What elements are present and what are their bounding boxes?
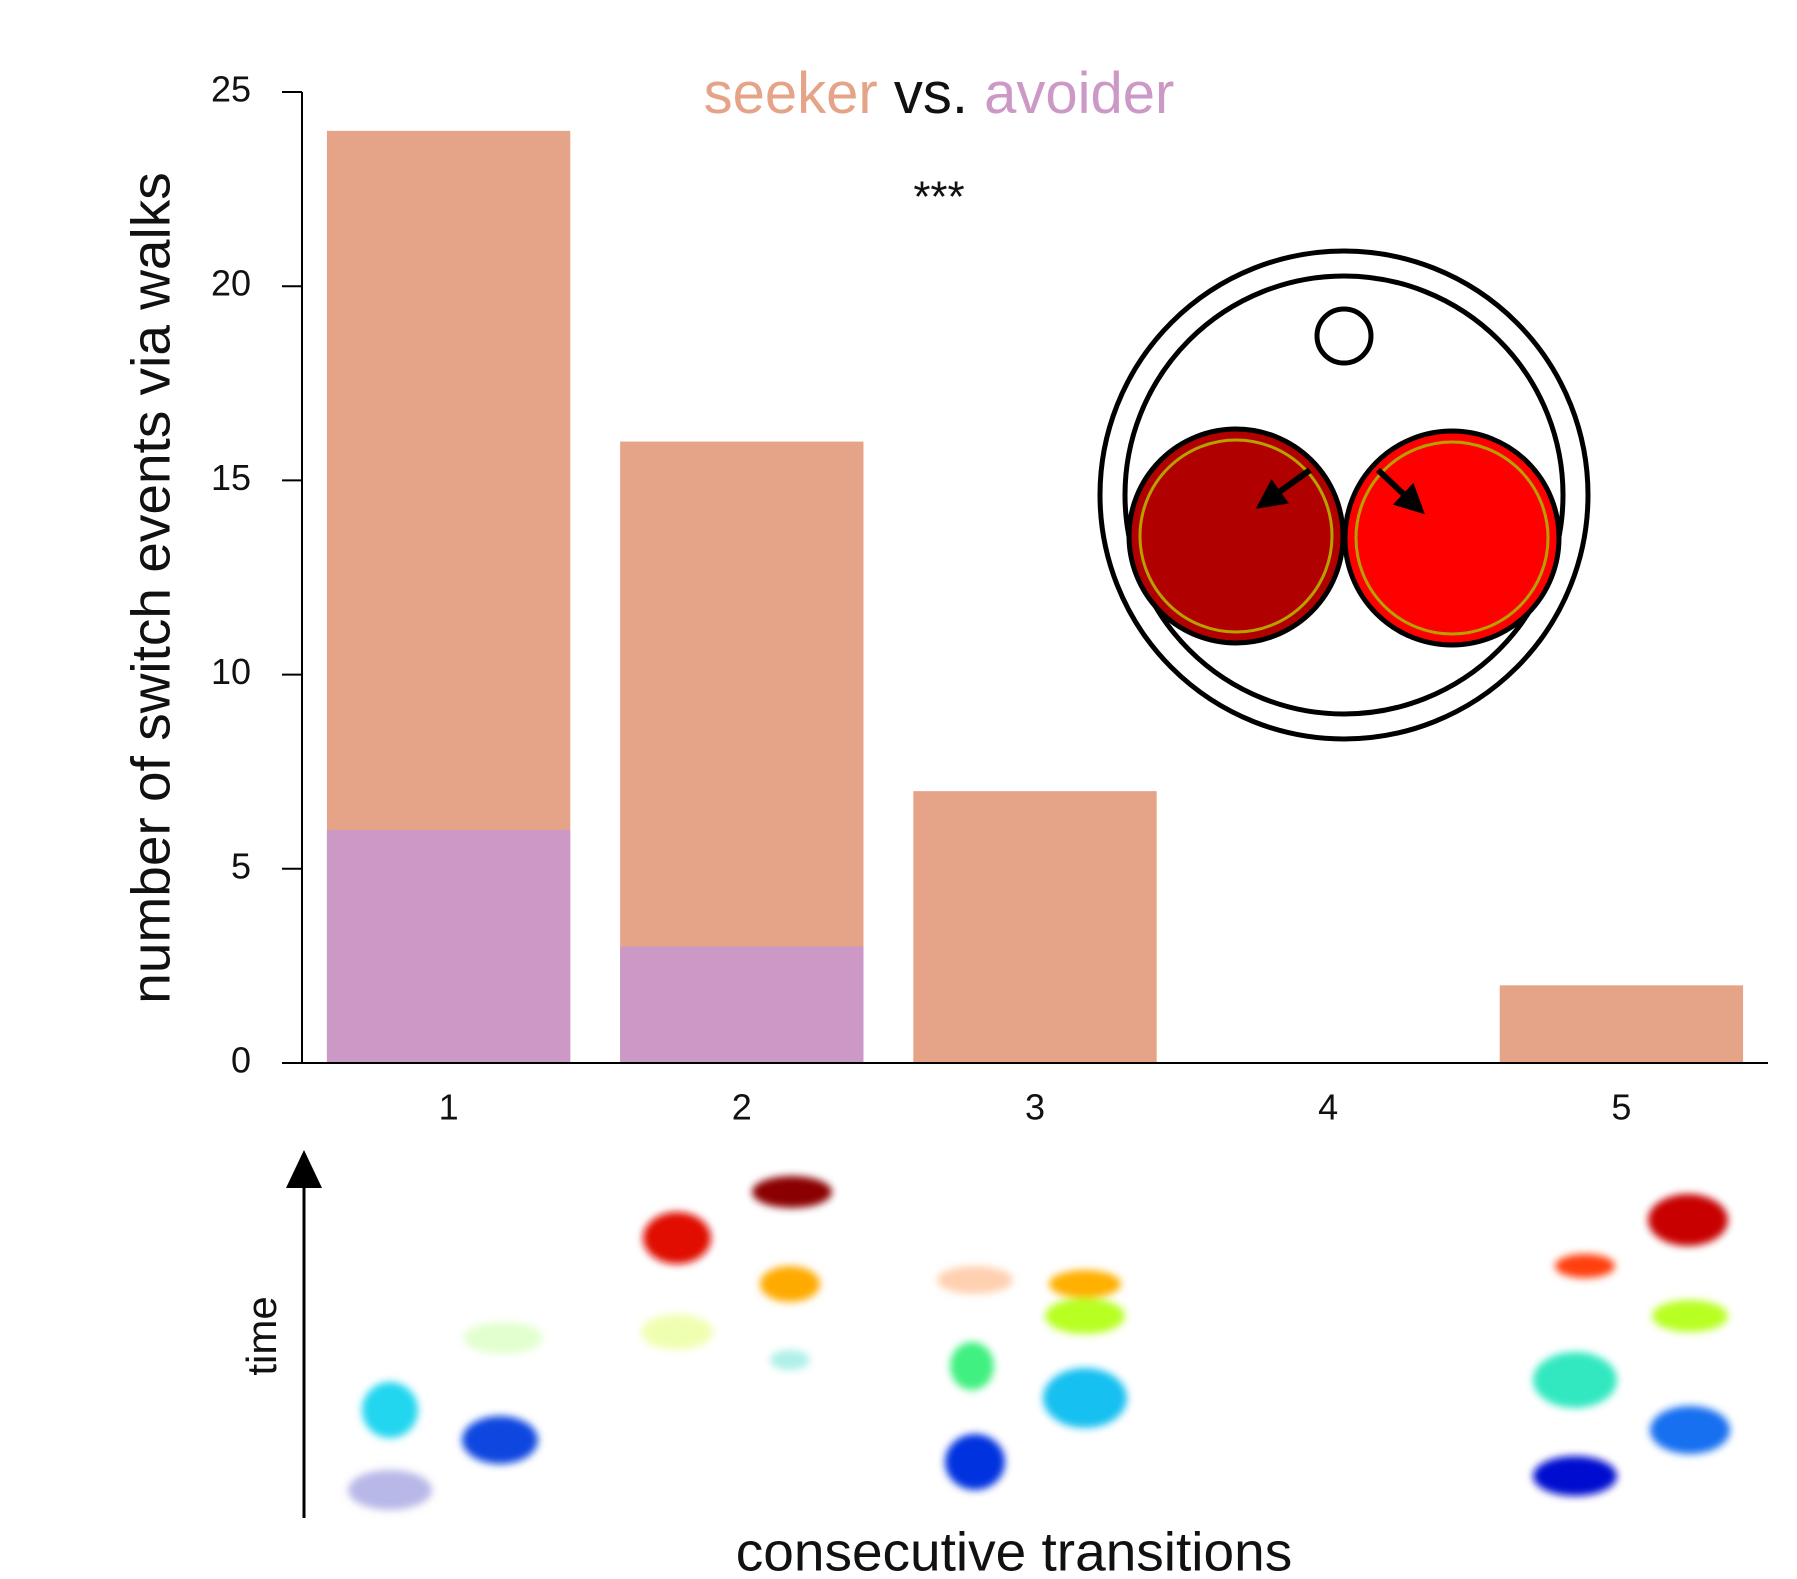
y-tick-label: 20 <box>211 263 251 304</box>
x-tick-label: 1 <box>439 1087 459 1128</box>
time-arrowhead <box>286 1150 322 1188</box>
title-joiner: vs. <box>894 61 968 126</box>
y-tick-label: 25 <box>211 69 251 110</box>
plot-area: 0 5 10 15 20 25 1 2 3 4 5 <box>211 69 1768 1128</box>
y-tick-label: 10 <box>211 651 251 692</box>
trajectories <box>348 1176 1730 1510</box>
chart-title: seeker vs. avoider <box>704 61 1175 126</box>
y-tick-label: 15 <box>211 457 251 498</box>
arena-diagram <box>1097 248 1591 742</box>
y-tick-label: 5 <box>231 845 251 886</box>
x-tick-label: 2 <box>732 1087 752 1128</box>
x-tick-label: 5 <box>1611 1087 1631 1128</box>
x-tick-label: 4 <box>1318 1087 1338 1128</box>
bar <box>326 829 571 1063</box>
time-label: time <box>238 1296 285 1375</box>
y-axis-label: number of switch events via walks <box>120 172 182 1003</box>
bar <box>913 791 1157 1063</box>
x-axis-label: consecutive transitions <box>736 1521 1292 1579</box>
legend-avoider: avoider <box>984 61 1174 126</box>
x-tick-label: 3 <box>1025 1087 1045 1128</box>
annotation: *** <box>913 173 964 222</box>
y-tick-label: 0 <box>231 1040 251 1081</box>
bar <box>1499 985 1744 1063</box>
legend-seeker: seeker <box>704 61 878 126</box>
bar <box>620 946 864 1063</box>
